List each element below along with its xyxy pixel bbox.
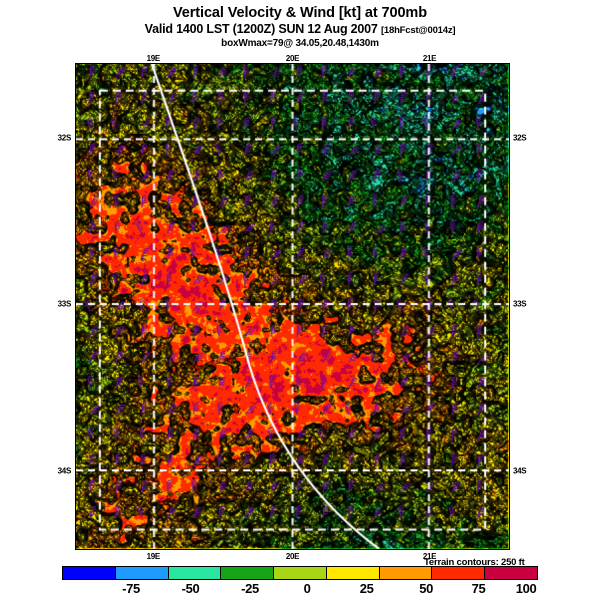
max-value-line: boxWmax=79@ 34.05,20.48,1430m: [221, 38, 379, 49]
colorbar-tick-100: 100: [515, 581, 537, 596]
lat-tick-right-34S: 34S: [513, 466, 527, 476]
colorbar-bands[interactable]: [62, 566, 538, 580]
lon-tick-bottom-19E: 19E: [146, 552, 161, 561]
colorbar-band-5: [326, 567, 380, 579]
colorbar-tick--75: -75: [122, 581, 140, 596]
lat-tick-left-33S: 33S: [57, 299, 72, 309]
colorbar-tick-labels: -75 -50 -25 0 25 50 75 100: [62, 581, 538, 597]
colorbar: -75 -50 -25 0 25 50 75 100: [62, 566, 538, 596]
lon-tick-top-20E: 20E: [285, 54, 300, 63]
colorbar-tick--50: -50: [181, 581, 200, 596]
colorbar-band-1: [115, 567, 169, 579]
title-block: Vertical Velocity & Wind [kt] at 700mb V…: [0, 6, 600, 50]
lon-tick-top-19E: 19E: [146, 54, 161, 63]
lon-tick-top-21E: 21E: [422, 54, 437, 63]
lon-tick-bottom-21E: 21E: [422, 552, 437, 561]
colorbar-tick-0: 0: [303, 581, 311, 596]
colorbar-band-3: [221, 567, 275, 579]
colorbar-band-7: [432, 567, 486, 579]
colorbar-band-0: [63, 567, 116, 579]
vertical-velocity-field[interactable]: [76, 64, 509, 549]
colorbar-band-4: [274, 567, 327, 579]
colorbar-tick-25: 25: [359, 581, 374, 596]
terrain-contour-legend: Terrain contours: 250 ft: [424, 557, 525, 568]
lat-tick-left-32S: 32S: [57, 133, 72, 143]
colorbar-tick-50: 50: [419, 581, 434, 596]
colorbar-band-8: [485, 567, 538, 579]
lat-tick-right-33S: 33S: [513, 299, 527, 309]
colorbar-band-2: [168, 567, 222, 579]
colorbar-tick-75: 75: [471, 581, 486, 596]
lon-tick-bottom-20E: 20E: [285, 552, 300, 561]
map-panel: [75, 63, 510, 550]
lat-tick-left-34S: 34S: [57, 466, 72, 476]
valid-time-line: Valid 1400 LST (1200Z) SUN 12 Aug 2007 […: [0, 22, 600, 38]
colorbar-tick--25: -25: [241, 581, 259, 596]
forecast-tag: [18hFcst@0014z]: [380, 25, 456, 36]
lat-tick-right-32S: 32S: [513, 133, 527, 143]
page-title: Vertical Velocity & Wind [kt] at 700mb: [173, 5, 427, 21]
colorbar-band-6: [379, 567, 433, 579]
map-frame[interactable]: [75, 63, 510, 550]
valid-time-text: Valid 1400 LST (1200Z) SUN 12 Aug 2007: [144, 22, 378, 36]
